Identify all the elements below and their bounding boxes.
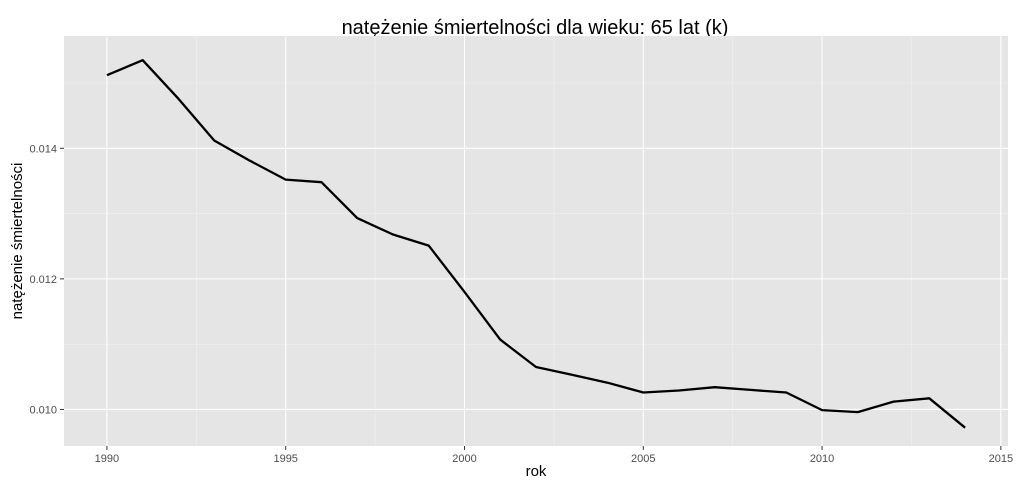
- x-tick-label: 2010: [810, 453, 834, 465]
- y-axis-ticks: 0.010 0.012 0.014: [29, 143, 64, 416]
- minor-gridlines: [64, 36, 1008, 446]
- y-tick-label: 0.010: [29, 404, 57, 416]
- x-tick-label: 1995: [273, 453, 297, 465]
- y-axis-title: natężenie śmiertelności: [9, 163, 26, 320]
- x-tick-label: 2000: [452, 453, 476, 465]
- plot-panel: [64, 36, 1008, 446]
- x-tick-label: 2015: [989, 453, 1013, 465]
- major-gridlines: [64, 36, 1008, 446]
- x-tick-label: 1990: [95, 453, 119, 465]
- x-tick-label: 2005: [631, 453, 655, 465]
- chart-title: natężenie śmiertelności dla wieku: 65 la…: [342, 17, 729, 39]
- x-axis-title: rok: [526, 463, 547, 480]
- y-tick-label: 0.012: [29, 274, 57, 286]
- y-tick-label: 0.014: [29, 143, 57, 155]
- series-layer: [106, 59, 966, 429]
- x-axis-ticks: 1990 1995 2000 2005 2010 2015: [95, 446, 1013, 465]
